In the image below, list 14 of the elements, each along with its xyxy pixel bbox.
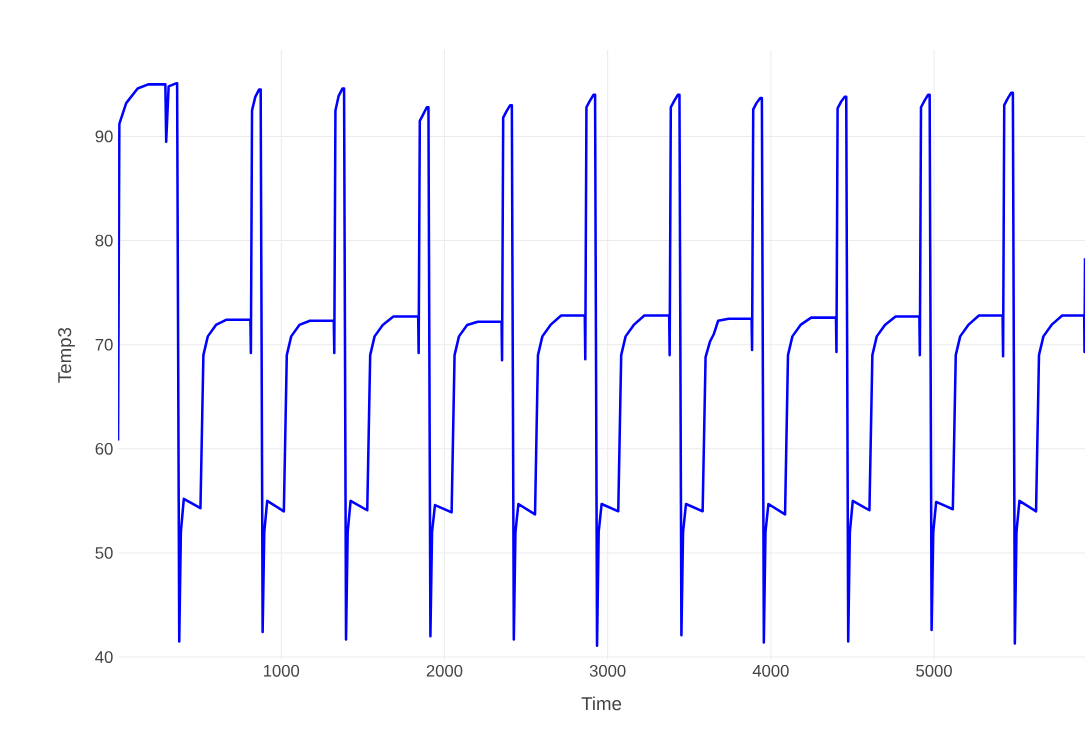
x-tick-label: 2000 (426, 664, 463, 677)
x-tick-label: 5000 (916, 664, 952, 677)
x-tick-label: 3000 (589, 664, 626, 677)
y-tick-label: 90 (95, 130, 113, 143)
x-axis-title: Time (581, 696, 622, 711)
line-series (118, 81, 1086, 647)
x-tick-label: 4000 (752, 664, 789, 677)
y-tick-label: 40 (95, 651, 113, 663)
x-tick-label: 1000 (263, 664, 300, 677)
y-tick-label: 80 (95, 234, 113, 247)
y-axis-title: Temp3 (58, 327, 75, 383)
y-tick-label: 60 (95, 442, 113, 455)
y-tick-label: 70 (95, 338, 113, 351)
y-tick-label: 50 (95, 546, 113, 559)
